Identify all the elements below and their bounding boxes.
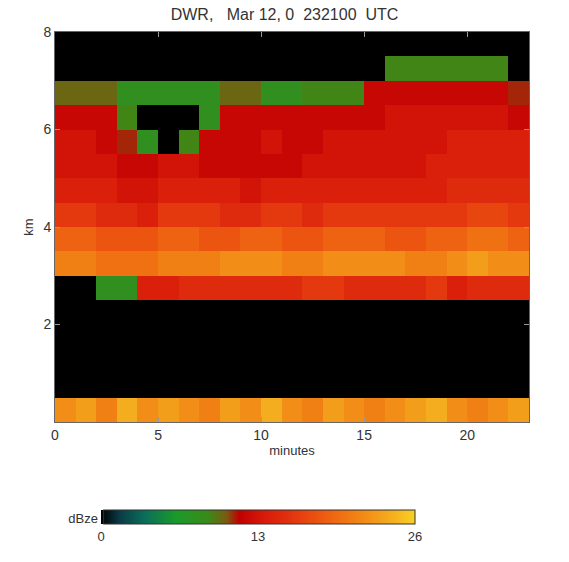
- svg-text:26: 26: [408, 529, 422, 544]
- svg-text:0: 0: [98, 529, 105, 544]
- svg-text:DWR, Mar 12, 0 232100 UTC: DWR, Mar 12, 0 232100 UTC: [171, 6, 399, 23]
- svg-text:8: 8: [43, 24, 51, 40]
- svg-text:10: 10: [253, 427, 269, 443]
- svg-text:13: 13: [251, 529, 265, 544]
- svg-text:2: 2: [43, 316, 51, 332]
- svg-text:dBze: dBze: [68, 511, 98, 526]
- svg-text:minutes: minutes: [269, 443, 315, 458]
- svg-text:0: 0: [51, 427, 59, 443]
- svg-text:6: 6: [43, 121, 51, 137]
- svg-text:km: km: [21, 218, 36, 235]
- svg-text:5: 5: [154, 427, 162, 443]
- svg-text:4: 4: [43, 219, 51, 235]
- svg-text:20: 20: [459, 427, 475, 443]
- svg-text:15: 15: [356, 427, 372, 443]
